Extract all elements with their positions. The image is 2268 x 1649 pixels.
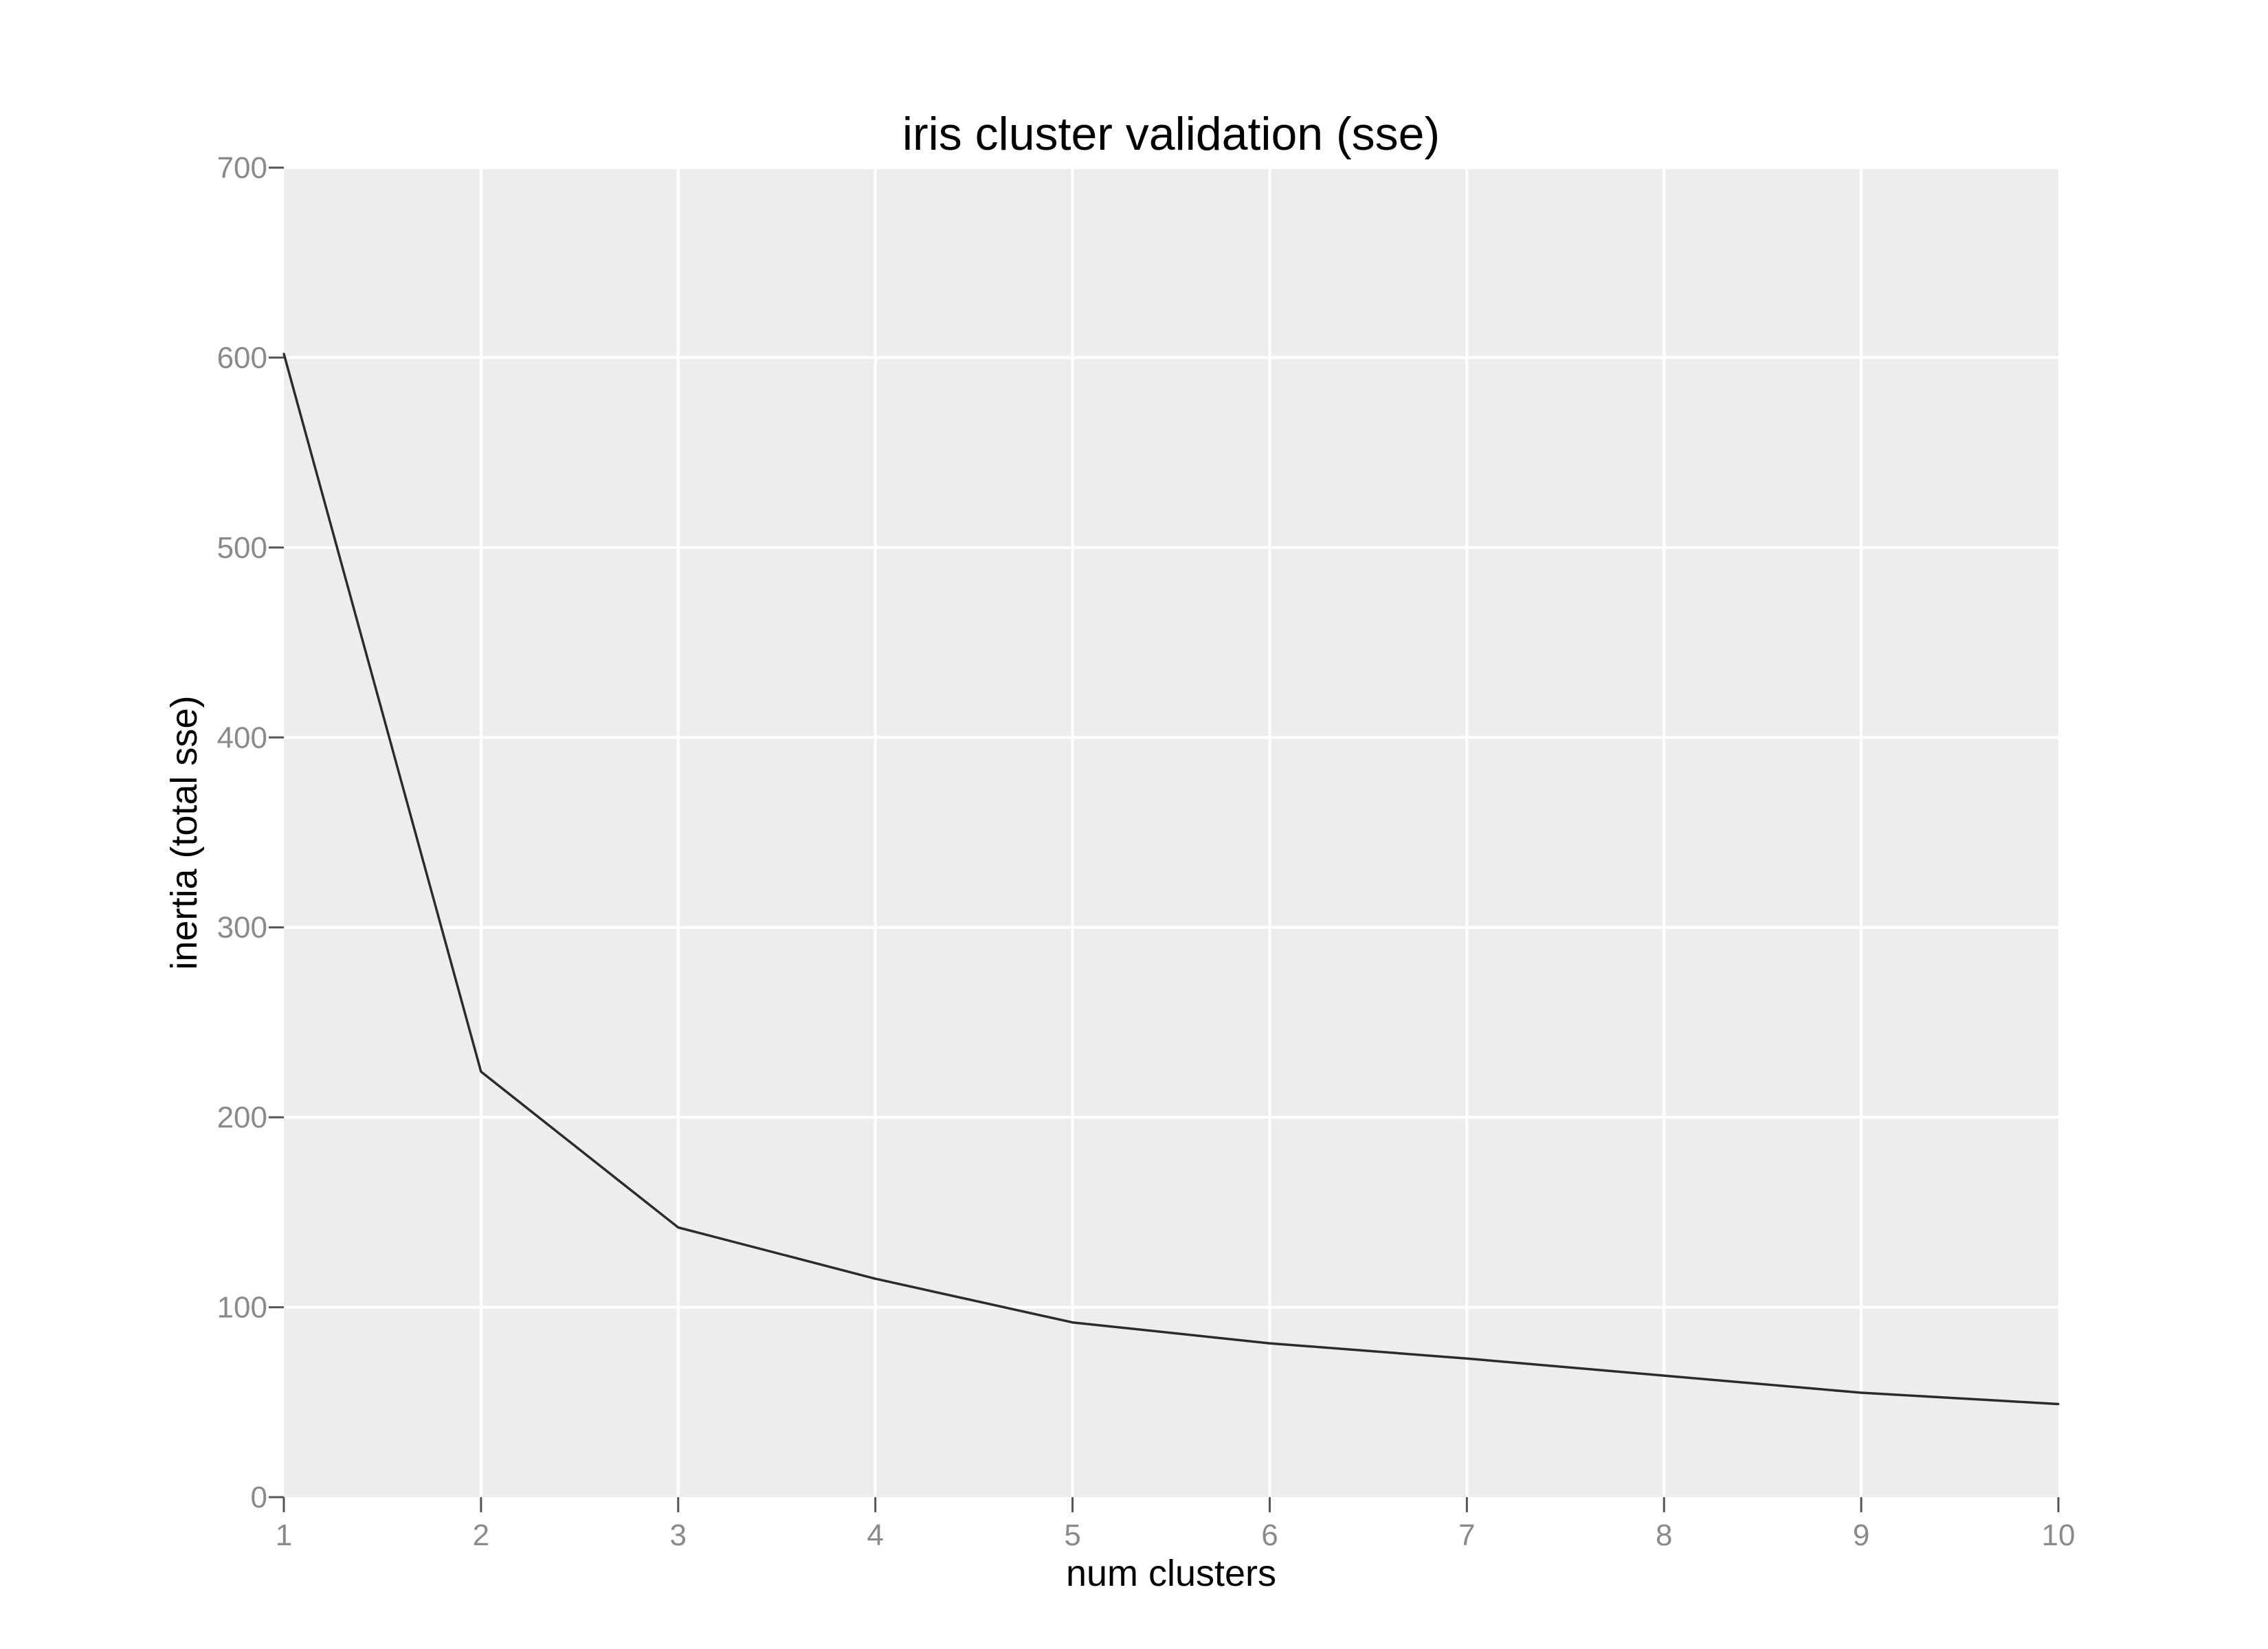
x-tick-label: 3: [670, 1518, 687, 1552]
data-point: [1071, 1321, 1074, 1324]
x-tick-label: 7: [1458, 1518, 1475, 1552]
chart-title: iris cluster validation (sse): [902, 108, 1440, 160]
data-point: [874, 1277, 877, 1280]
series-layer: [282, 352, 2060, 1406]
x-axis: 1 2 3 4 5 6 7 8 9 10: [276, 1497, 2076, 1552]
data-point: [1663, 1374, 1665, 1377]
data-point: [1465, 1357, 1468, 1360]
grid: [284, 166, 2058, 1497]
data-point: [677, 1226, 680, 1229]
y-axis-label: inertia (total sse): [164, 695, 205, 969]
x-tick-label: 5: [1064, 1518, 1080, 1552]
y-tick-label: 300: [217, 911, 267, 945]
y-axis: 0 100 200 300 400 500 600 700: [217, 151, 284, 1514]
x-tick-label: 4: [867, 1518, 883, 1552]
data-point: [1268, 1342, 1271, 1345]
y-tick-label: 200: [217, 1101, 267, 1134]
x-tick-label: 10: [2042, 1518, 2076, 1552]
data-point: [1860, 1391, 1863, 1394]
y-tick-label: 600: [217, 341, 267, 374]
data-point: [2057, 1403, 2060, 1406]
plot-area: [284, 168, 2058, 1497]
data-point: [282, 352, 285, 355]
y-tick-label: 0: [251, 1481, 267, 1514]
y-tick-label: 500: [217, 531, 267, 565]
y-tick-label: 700: [217, 151, 267, 185]
x-tick-label: 2: [473, 1518, 489, 1552]
x-tick-label: 1: [276, 1518, 292, 1552]
y-tick-label: 100: [217, 1291, 267, 1325]
x-axis-label: num clusters: [1066, 1553, 1276, 1594]
series-line: [282, 353, 2059, 1406]
data-point: [480, 1070, 482, 1073]
x-tick-label: 6: [1261, 1518, 1278, 1552]
y-tick-label: 400: [217, 721, 267, 754]
x-tick-label: 8: [1656, 1518, 1672, 1552]
x-tick-label: 9: [1853, 1518, 1869, 1552]
